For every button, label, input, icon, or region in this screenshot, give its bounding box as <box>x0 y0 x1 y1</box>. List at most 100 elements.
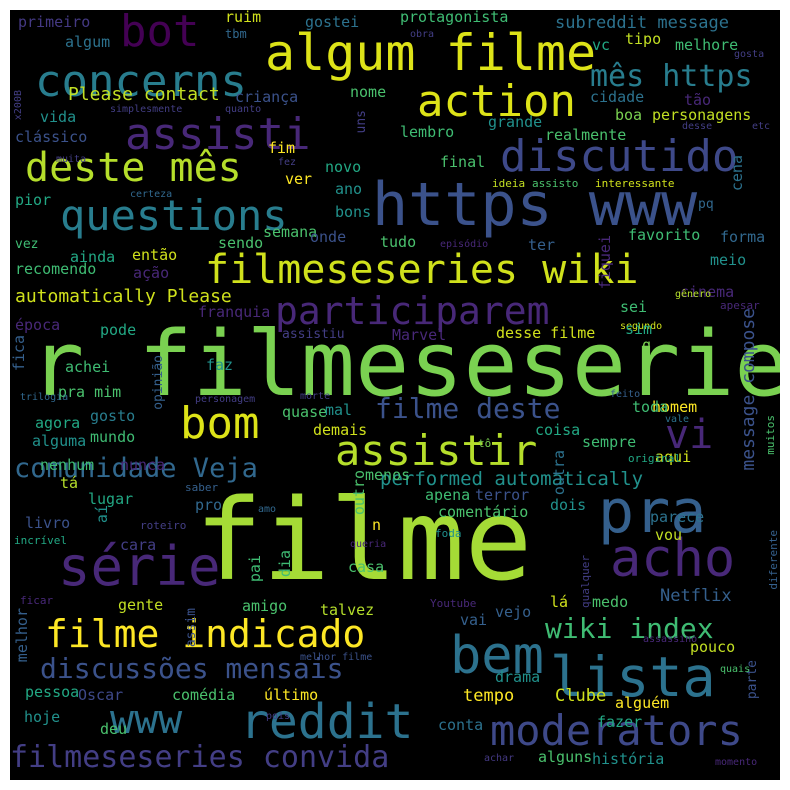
word: etc <box>752 121 771 132</box>
word: forma <box>720 228 766 246</box>
word: qualquer <box>579 555 592 608</box>
word: outro <box>350 470 368 516</box>
word: dia <box>276 550 294 578</box>
word: sendo <box>218 234 264 252</box>
word: pai <box>246 555 264 583</box>
word: wiki index <box>545 612 714 645</box>
word: deu <box>100 720 128 738</box>
word: livro <box>25 514 71 532</box>
word: vi <box>665 412 714 458</box>
word: comédia <box>172 686 236 704</box>
word: original <box>628 452 681 465</box>
word: homem <box>652 398 698 416</box>
word: ano <box>335 180 363 198</box>
word: aqui <box>655 448 692 466</box>
word: ideia <box>492 177 526 190</box>
word: toda <box>632 398 669 416</box>
word: criança <box>235 88 299 106</box>
word: apesar <box>720 299 760 312</box>
word: época <box>15 316 61 334</box>
word: final <box>440 153 486 171</box>
word: https www <box>372 170 698 240</box>
word: melhore <box>675 36 739 54</box>
word: Oscar <box>78 686 124 704</box>
word: lista <box>550 645 716 709</box>
word: alguma <box>32 432 87 450</box>
word: hoje <box>24 708 61 726</box>
word: pra mim <box>58 383 122 401</box>
word: opinião <box>151 355 166 410</box>
word: novo <box>325 158 362 176</box>
word: queria <box>350 539 387 550</box>
word: pode <box>100 321 137 339</box>
word: muita <box>56 154 87 165</box>
word: discussões mensais <box>40 652 344 685</box>
word: tbm <box>225 27 247 41</box>
word: menos <box>365 466 411 484</box>
word: assisti <box>125 109 311 160</box>
word: roteiro <box>140 519 187 532</box>
word: mundo <box>90 428 136 446</box>
word: incrível <box>14 534 67 547</box>
word: assistir <box>335 426 538 475</box>
word: história <box>592 750 665 768</box>
word: algum filme <box>265 24 597 82</box>
word: primeiro <box>18 13 91 31</box>
word: favorito <box>628 226 701 244</box>
word: amigo <box>242 597 288 615</box>
word: q <box>642 336 652 354</box>
word: assassino <box>643 634 698 645</box>
word: personagem <box>195 394 256 405</box>
word: talvez <box>320 601 375 619</box>
word: morte <box>300 391 331 402</box>
word: nenhum <box>40 456 95 474</box>
word: aí <box>93 505 111 524</box>
word: drama <box>495 668 541 686</box>
word: fiquei <box>596 235 614 290</box>
word: personagens <box>652 106 752 124</box>
word: lugar <box>88 490 134 508</box>
word: sim <box>625 320 653 338</box>
word: diferente <box>767 530 780 590</box>
word: fica <box>10 335 28 372</box>
word: quase <box>282 403 328 421</box>
word: então <box>132 246 178 264</box>
word: melhor filme <box>300 652 373 663</box>
word: agora <box>35 414 81 432</box>
word: alguns <box>538 748 593 766</box>
word: discutido <box>500 131 739 182</box>
word: cena <box>728 155 746 192</box>
word: action <box>417 76 576 127</box>
word: outra <box>550 450 568 496</box>
word: mal <box>325 401 353 419</box>
word: quanto <box>225 104 262 115</box>
word: gosto <box>90 407 136 425</box>
word: tá <box>60 474 79 492</box>
word: meio <box>710 251 747 269</box>
word: x200B <box>13 90 24 121</box>
word: fazer <box>597 713 643 731</box>
word: vai <box>460 611 488 629</box>
word: grande <box>488 113 543 131</box>
word: simplesmente <box>110 104 183 115</box>
word: medo <box>592 593 629 611</box>
word: Marvel <box>392 326 447 344</box>
word: Please contact <box>68 84 220 105</box>
word: ação <box>133 264 170 282</box>
word: filme <box>195 476 533 606</box>
word: vou <box>655 526 683 544</box>
word: conta <box>438 716 484 734</box>
word: tipo <box>625 30 662 48</box>
word: assim <box>184 608 199 648</box>
word: bons <box>335 203 372 221</box>
word: desse <box>682 121 713 132</box>
word: vale <box>665 414 690 425</box>
word: amo <box>258 504 277 515</box>
word: interessante <box>595 177 675 190</box>
word: n <box>372 516 382 534</box>
word: gente <box>118 596 164 614</box>
word: segundo <box>620 321 663 332</box>
word: pois <box>266 711 291 722</box>
word: episódio <box>440 239 489 250</box>
word: terror <box>475 486 530 504</box>
